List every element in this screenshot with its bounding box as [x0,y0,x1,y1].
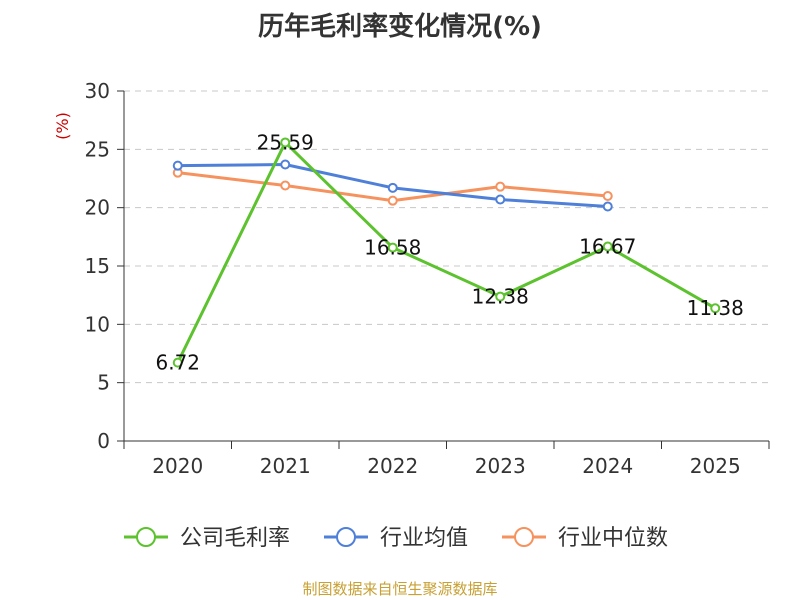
x-tick-label: 2023 [475,454,526,478]
data-point [387,242,398,253]
data-label: 16.58 [364,236,421,260]
legend-item: 公司毛利率 [124,526,290,551]
x-tick-label: 2021 [260,454,311,478]
data-point [387,182,398,193]
data-label: 11.38 [687,296,744,320]
legend-item: 行业均值 [324,526,468,551]
data-labels: 6.72 25.59 16.58 12.38 16.67 11.38 [155,130,743,374]
data-point [602,241,613,252]
series-lines [172,137,721,368]
data-label: 25.59 [257,130,314,154]
legend-marker [514,527,534,547]
data-point [602,191,613,201]
y-tick-label: 30 [85,79,110,103]
x-tick-label: 2022 [367,454,418,478]
data-point [280,137,291,148]
legend-item: 行业中位数 [502,526,668,551]
series-line [176,140,716,364]
data-label: 12.38 [472,285,529,309]
x-tick-label: 2025 [690,454,741,478]
data-point [495,291,506,302]
legend-label: 公司毛利率 [180,526,290,551]
chart-title: 历年毛利率变化情况(%) [258,12,542,42]
data-point [387,195,398,206]
x-tick-label: 2024 [582,454,633,478]
data-point [602,201,613,212]
grid-lines [124,90,769,384]
y-tick-label: 15 [85,254,110,278]
y-tick-label: 10 [85,312,110,336]
legend: 公司毛利率 行业均值 行业中位数 [124,526,668,551]
legend-label: 行业中位数 [558,526,668,551]
series-1 [172,159,613,212]
source-note: 制图数据来自恒生聚源数据库 [302,580,498,598]
y-tick-label: 0 [97,429,110,453]
data-point [172,357,183,368]
series-0 [172,137,721,368]
data-label: 6.72 [155,351,200,375]
data-label: 16.67 [579,235,636,259]
data-point [280,159,291,170]
data-point [710,303,721,314]
legend-label: 行业均值 [380,526,468,551]
legend-marker [336,527,356,547]
data-point [172,160,183,171]
data-point [280,180,291,191]
series-2 [172,167,613,206]
data-point [495,194,506,205]
y-tick-label: 20 [85,196,110,220]
y-tick-label: 25 [85,137,110,161]
x-tick-label: 2020 [152,454,203,478]
legend-marker [136,527,156,547]
data-point [495,181,506,192]
y-axis-unit-label: (%) [53,112,72,140]
y-tick-label: 5 [97,371,110,395]
